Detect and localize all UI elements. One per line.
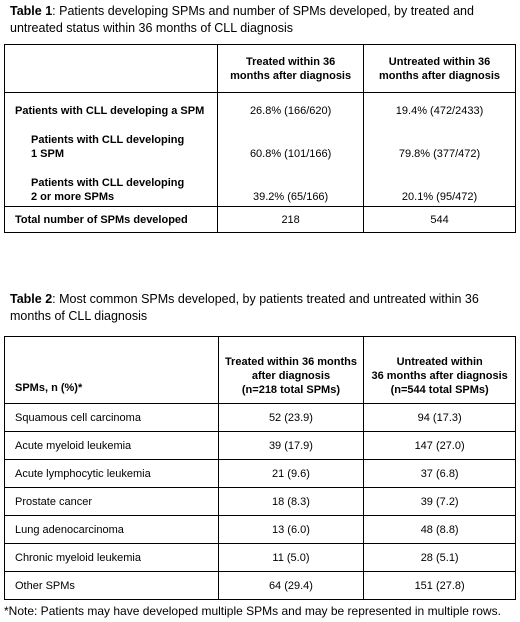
table2-row-3-untreated: 39 (7.2) xyxy=(363,487,516,516)
table1-total-label: Total number of SPMs developed xyxy=(3,206,219,233)
table1-row-label-2-line1: Patients with CLL developing xyxy=(31,177,185,189)
table1-header-untreated: Untreated within 36 months after diagnos… xyxy=(363,44,516,93)
table2-row-3-label: Prostate cancer xyxy=(4,487,219,516)
table1-row-labels: Patients with CLL developing a SPM Patie… xyxy=(3,92,219,207)
table1-row-label-2-line2: 2 or more SPMs xyxy=(31,191,115,203)
table-row: Lung adenocarcinoma 13 (6.0) 48 (8.8) xyxy=(4,515,516,544)
table2-header-untreated-line3: (n=544 total SPMs) xyxy=(390,384,489,396)
table2-row-6-label: Other SPMs xyxy=(4,571,219,600)
table2-row-5-treated: 11 (5.0) xyxy=(217,543,365,572)
table2-row-2-label: Acute lymphocytic leukemia xyxy=(4,459,219,488)
table2-header-treated-line3: (n=218 total SPMs) xyxy=(241,384,340,396)
table1-header-treated: Treated within 36 months after diagnosis xyxy=(217,44,365,93)
table-row: Squamous cell carcinoma 52 (23.9) 94 (17… xyxy=(4,403,516,432)
table2-row-3-treated: 18 (8.3) xyxy=(217,487,365,516)
table2-header-treated: Treated within 36 months after diagnosis… xyxy=(217,336,365,404)
table1-treated-values: 26.8% (166/620) 60.8% (101/166) 39.2% (6… xyxy=(217,92,365,207)
table2-row-2-untreated: 37 (6.8) xyxy=(363,459,516,488)
table2-row-6-untreated: 151 (27.8) xyxy=(363,571,516,600)
table-row: Acute lymphocytic leukemia 21 (9.6) 37 (… xyxy=(4,459,516,488)
table-row: Acute myeloid leukemia 39 (17.9) 147 (27… xyxy=(4,431,516,460)
table2-header-row: SPMs, n (%)* Treated within 36 months af… xyxy=(4,336,516,404)
table2-row-4-label: Lung adenocarcinoma xyxy=(4,515,219,544)
table2-row-1-untreated: 147 (27.0) xyxy=(363,431,516,460)
table2-row-0-untreated: 94 (17.3) xyxy=(363,403,516,432)
table2-row-4-untreated: 48 (8.8) xyxy=(363,515,516,544)
table1-row-label-1-line2: 1 SPM xyxy=(31,148,65,160)
table1-caption-text: : Patients developing SPMs and number of… xyxy=(10,4,474,35)
table-row: Other SPMs 64 (29.4) 151 (27.8) xyxy=(4,571,516,600)
table2-header-spms: SPMs, n (%)* xyxy=(4,336,219,404)
table1-label: Table 1 xyxy=(10,4,53,18)
table2-header-treated-line2: after diagnosis xyxy=(251,370,331,382)
table1-header-untreated-text: Untreated within 36 months after diagnos… xyxy=(379,55,501,82)
table2-row-6-treated: 64 (29.4) xyxy=(217,571,365,600)
table1-treated-0: 26.8% (166/620) xyxy=(249,105,332,117)
table1-untreated-2: 20.1% (95/472) xyxy=(401,191,478,203)
table2-row-0-label: Squamous cell carcinoma xyxy=(4,403,219,432)
table1-total-untreated: 544 xyxy=(363,206,516,233)
table1-header-row: Treated within 36 months after diagnosis… xyxy=(3,44,516,93)
table1-untreated-values: 19.4% (472/2433) 79.8% (377/472) 20.1% (… xyxy=(363,92,516,207)
table1-row-label-0: Patients with CLL developing a SPM xyxy=(15,105,205,117)
table1: Treated within 36 months after diagnosis… xyxy=(3,44,516,233)
table2: SPMs, n (%)* Treated within 36 months af… xyxy=(4,336,516,600)
table2-row-1-label: Acute myeloid leukemia xyxy=(4,431,219,460)
table1-header-blank xyxy=(3,44,219,93)
table2-row-1-treated: 39 (17.9) xyxy=(217,431,365,460)
table2-label: Table 2 xyxy=(10,292,53,306)
table1-total-row: Total number of SPMs developed 218 544 xyxy=(3,206,516,233)
table1-header-treated-text: Treated within 36 months after diagnosis xyxy=(230,55,352,82)
table2-row-0-treated: 52 (23.9) xyxy=(217,403,365,432)
table1-treated-1: 60.8% (101/166) xyxy=(249,148,332,160)
footnote: *Note: Patients may have developed multi… xyxy=(4,604,501,618)
table1-untreated-0: 19.4% (472/2433) xyxy=(395,105,484,117)
table-row: Prostate cancer 18 (8.3) 39 (7.2) xyxy=(4,487,516,516)
table-row: Chronic myeloid leukemia 11 (5.0) 28 (5.… xyxy=(4,543,516,572)
table2-caption-text: : Most common SPMs developed, by patient… xyxy=(10,292,479,323)
table2-row-5-untreated: 28 (5.1) xyxy=(363,543,516,572)
table2-header-treated-line1: Treated within 36 months xyxy=(224,356,357,368)
table1-row-label-1-line1: Patients with CLL developing xyxy=(31,134,185,146)
table1-treated-2: 39.2% (65/166) xyxy=(253,191,329,203)
table2-row-2-treated: 21 (9.6) xyxy=(217,459,365,488)
table2-row-4-treated: 13 (6.0) xyxy=(217,515,365,544)
table1-caption: Table 1: Patients developing SPMs and nu… xyxy=(10,3,515,37)
table2-header-untreated: Untreated within 36 months after diagnos… xyxy=(363,336,516,404)
table2-row-5-label: Chronic myeloid leukemia xyxy=(4,543,219,572)
table2-header-untreated-line1: Untreated within xyxy=(396,356,483,368)
table1-untreated-1: 79.8% (377/472) xyxy=(398,148,481,160)
table2-header-untreated-line2: 36 months after diagnosis xyxy=(371,370,508,382)
table1-group-row: Patients with CLL developing a SPM Patie… xyxy=(3,92,516,207)
table1-total-treated: 218 xyxy=(217,206,365,233)
table2-caption: Table 2: Most common SPMs developed, by … xyxy=(10,291,515,325)
